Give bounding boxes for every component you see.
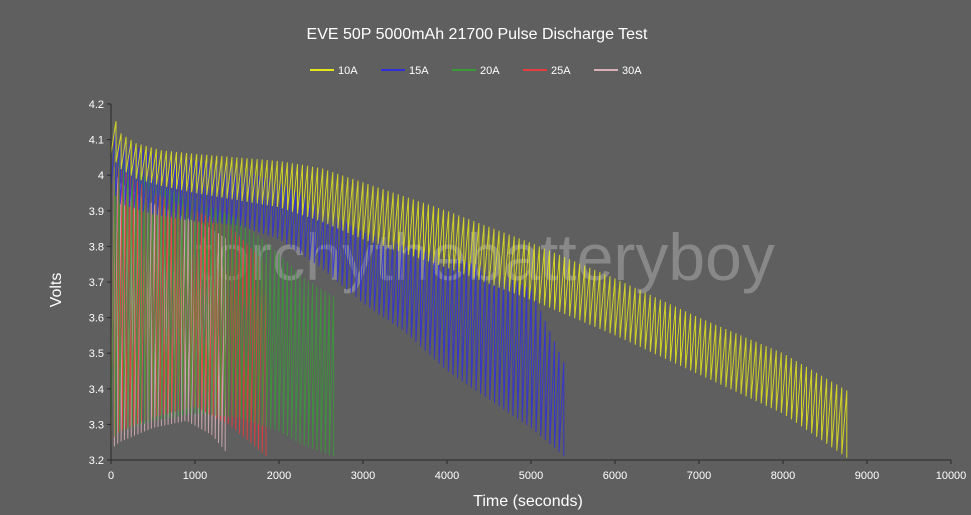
x-tick-label: 3000 <box>351 470 375 482</box>
y-tick-label: 3.7 <box>89 277 104 289</box>
x-tick-label: 7000 <box>687 470 711 482</box>
y-tick-label: 3.5 <box>89 348 104 360</box>
x-tick-label: 9000 <box>855 470 879 482</box>
y-tick-label: 4.2 <box>89 99 104 111</box>
tick-labels: 0 1000 2000 3000 4000 5000 6000 7000 8000 9000 100… <box>89 99 967 482</box>
legend-item-30a: 30A <box>594 65 642 77</box>
series-line-15a <box>110 121 565 456</box>
x-tick-label: 5000 <box>519 470 543 482</box>
y-tick-label: 3.8 <box>89 241 104 253</box>
legend: 10A 15A 20A 25A 30A <box>310 65 642 77</box>
y-tick-label: 4 <box>98 170 104 182</box>
y-tick-label: 3.2 <box>89 455 104 467</box>
y-tick-label: 3.9 <box>89 206 104 218</box>
legend-label: 30A <box>622 65 642 77</box>
x-tick-label: 2000 <box>267 470 291 482</box>
x-tick-label: 1000 <box>183 470 207 482</box>
legend-label: 15A <box>409 65 429 77</box>
legend-item-20a: 20A <box>452 65 500 77</box>
y-tick-label: 3.6 <box>89 313 104 325</box>
plot-area <box>110 104 848 458</box>
series-line-10a <box>110 104 848 458</box>
legend-item-15a: 15A <box>381 65 429 77</box>
x-tick-label: 6000 <box>603 470 627 482</box>
y-tick-label: 4.1 <box>89 135 104 147</box>
legend-label: 20A <box>480 65 500 77</box>
x-tick-label: 4000 <box>435 470 459 482</box>
legend-label: 10A <box>338 65 358 77</box>
x-axis-label: Time (seconds) <box>473 493 583 510</box>
y-tick-label: 3.3 <box>89 419 104 431</box>
x-tick-label: 0 <box>108 470 114 482</box>
chart-title: EVE 50P 5000mAh 21700 Pulse Discharge Te… <box>307 26 649 43</box>
y-axis-label: Volts <box>48 273 65 308</box>
legend-item-10a: 10A <box>310 65 358 77</box>
y-tick-label: 3.4 <box>89 384 104 396</box>
series-line-20a <box>110 139 335 457</box>
x-tick-label: 8000 <box>771 470 795 482</box>
x-tick-label: 10000 <box>936 470 967 482</box>
legend-item-25a: 25A <box>523 65 571 77</box>
legend-label: 25A <box>551 65 571 77</box>
